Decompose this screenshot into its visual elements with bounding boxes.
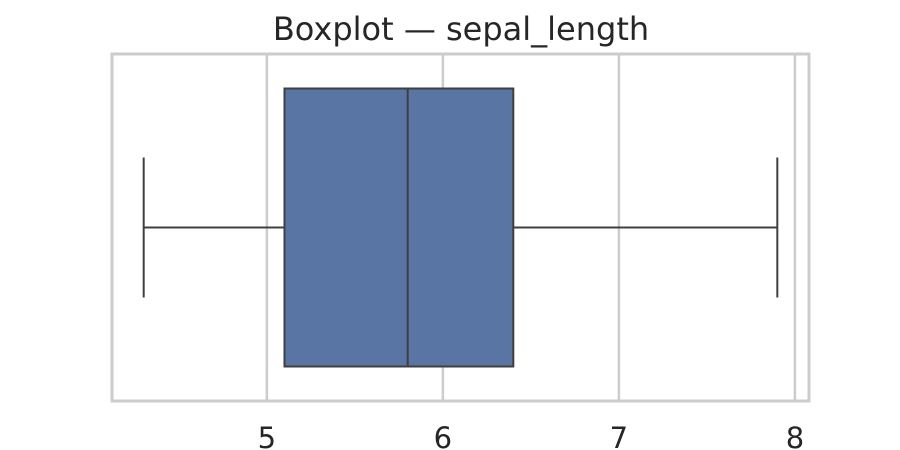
x-tick-label-8: 8 [786,421,804,450]
iqr-box [283,87,515,368]
x-tick-label-7: 7 [610,421,628,450]
x-tick-label-5: 5 [258,421,276,450]
plot-frame [110,52,811,403]
box-plot [142,87,779,368]
x-tick-label-6: 6 [434,421,452,450]
x-axis-ticks: 5 6 7 8 [258,421,804,450]
chart-title: Boxplot — sepal_length [273,10,649,48]
